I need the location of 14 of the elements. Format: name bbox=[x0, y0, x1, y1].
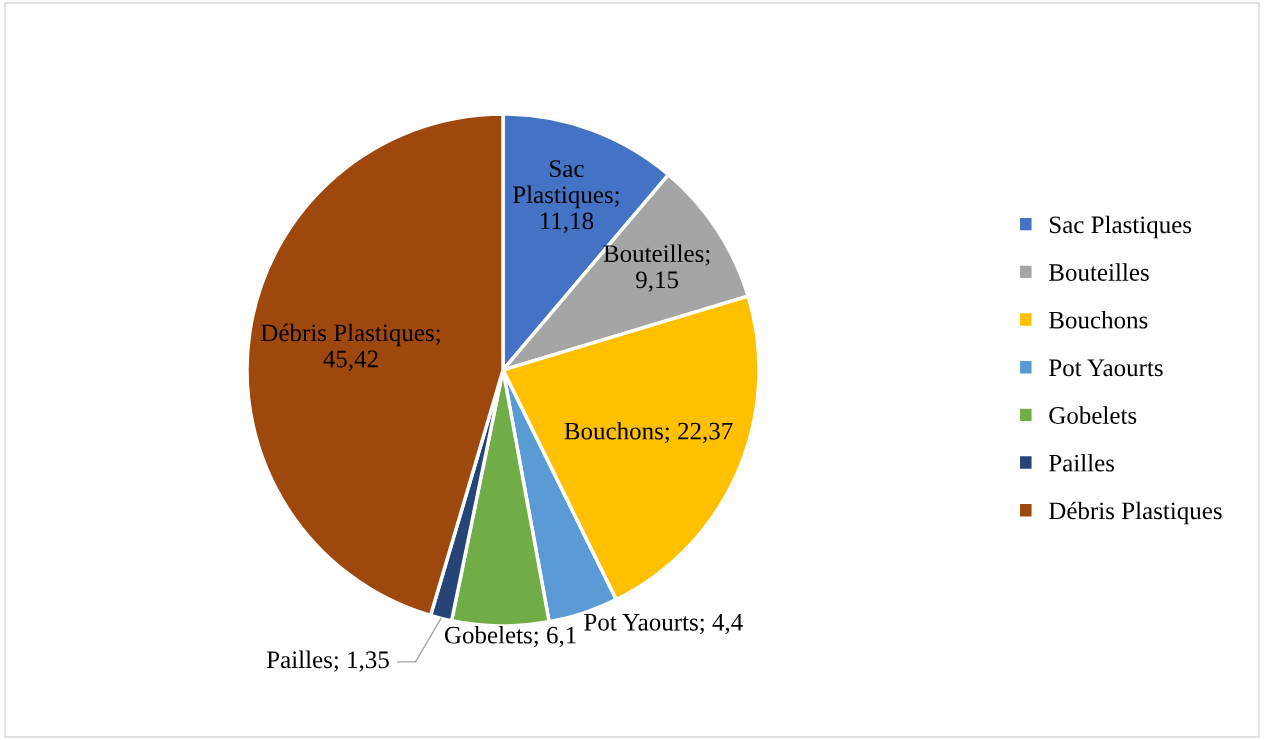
legend-label: Gobelets bbox=[1049, 406, 1137, 424]
legend-label: Sac Plastiques bbox=[1049, 215, 1192, 239]
data-label: Bouchons; 22,37 bbox=[564, 421, 733, 444]
data-label: Bouteilles; 9,15 bbox=[603, 244, 710, 292]
data-label: Sac Plastiques; 11,18 bbox=[512, 160, 619, 233]
data-label: Gobelets; 6,1 bbox=[444, 625, 576, 648]
data-label: Pot Yaourts; 4,4 bbox=[584, 613, 743, 635]
legend-label: Pailles bbox=[1049, 453, 1115, 472]
legend-label: Pot Yaourts bbox=[1049, 359, 1163, 377]
legend-label: Bouchons bbox=[1049, 310, 1148, 329]
legend-label: Débris Plastiques bbox=[1049, 501, 1222, 525]
data-label: Pailles; 1,35 bbox=[266, 650, 389, 672]
data-label: Débris Plastiques; 45,42 bbox=[261, 323, 440, 371]
legend-label: Bouteilles bbox=[1049, 263, 1149, 281]
